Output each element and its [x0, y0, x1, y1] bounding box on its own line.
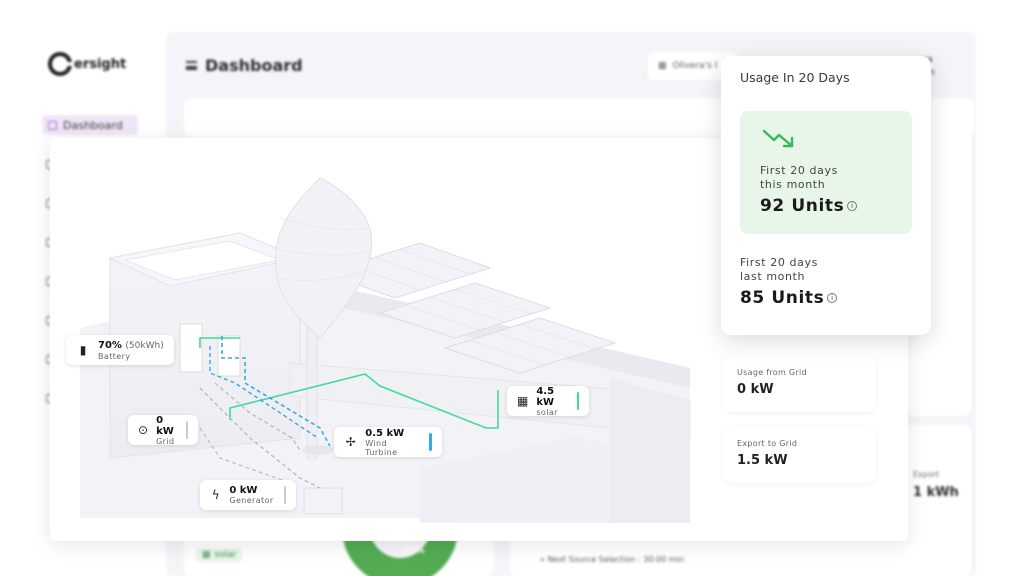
current-label: this month	[760, 178, 826, 191]
grid-value: 0 kW	[156, 414, 174, 437]
trend-down-icon	[762, 129, 794, 148]
solar-indicator	[576, 392, 579, 410]
battery-capacity: (50kWh)	[125, 340, 164, 351]
previous-label: First 20 days	[740, 256, 818, 269]
solar-panel-icon: ▦	[517, 394, 529, 408]
page-header: Dashboard	[186, 56, 303, 75]
donut-label: 10%	[403, 546, 425, 556]
menu-icon[interactable]	[186, 61, 197, 70]
sidebar-item-label: Dashboard	[63, 118, 123, 132]
usage-popup-title: Usage In 20 Days	[740, 70, 850, 85]
grid-indicator	[185, 421, 188, 439]
wind-value: 0.5 kW	[365, 427, 405, 439]
site-name: Olivera's I	[672, 61, 718, 71]
legend-label: solar	[214, 550, 237, 560]
tag-wind-turbine[interactable]: ✢ 0.5 kW Wind Turbine	[334, 427, 442, 457]
current-usage-card: First 20 days this month 92 Units i	[740, 111, 912, 234]
home-icon	[48, 120, 57, 130]
battery-label: Battery	[98, 351, 131, 361]
stat-label: Export to Grid	[737, 439, 798, 448]
generator-indicator	[283, 486, 286, 504]
info-icon[interactable]: i	[827, 293, 838, 303]
stat-label: Usage from Grid	[737, 368, 807, 377]
house-scene	[80, 177, 691, 523]
wind-indicator	[429, 433, 432, 451]
grid-label: Grid	[156, 436, 175, 446]
card-export-to-grid: Export to Grid 1.5 kW	[723, 427, 876, 483]
tag-battery[interactable]: ▮ 70% (50kWh) Battery	[66, 335, 174, 365]
legend-solar: ▦ solar	[196, 548, 243, 562]
app-logo: ersight	[48, 52, 126, 76]
building-icon: ▦	[658, 61, 667, 71]
battery-icon: ▮	[79, 343, 87, 357]
info-icon[interactable]: i	[847, 201, 858, 211]
sidebar-item-dashboard[interactable]: Dashboard	[42, 115, 138, 135]
grid-icon: ⊙	[138, 423, 149, 437]
page-title: Dashboard	[205, 56, 303, 75]
stat-value: 0 kW	[737, 382, 774, 397]
usage-popup: Usage In 20 Days First 20 days this mont…	[721, 56, 931, 335]
tag-solar[interactable]: ▦ 4.5 kW solar	[507, 385, 589, 417]
export-label: Export	[913, 470, 940, 479]
generator-label: Generator	[229, 496, 274, 505]
wind-turbine-icon: ✢	[345, 435, 356, 449]
next-source-text: Next Source Selection : 30:00 min	[547, 555, 684, 564]
generator-icon: ϟ	[211, 488, 220, 502]
next-source-selection: » Next Source Selection : 30:00 min	[540, 555, 684, 564]
previous-label: last month	[740, 270, 806, 283]
solar-value: 4.5 kW	[536, 385, 555, 408]
solar-label: solar	[536, 407, 558, 417]
wind-label: Wind Turbine	[365, 438, 398, 457]
previous-usage: First 20 days last month 85 Units i	[740, 256, 838, 308]
card-usage-from-grid: Usage from Grid 0 kW	[723, 356, 876, 412]
solar-panel-icon: ▦	[202, 550, 211, 560]
generator-value: 0 kW	[229, 485, 258, 496]
logo-mark	[48, 52, 74, 76]
battery-value: 70%	[98, 339, 122, 351]
export-value: 1 kWh	[913, 485, 959, 500]
logo-text: ersight	[74, 56, 127, 72]
current-usage-value: 92 Units	[760, 196, 845, 216]
previous-usage-value: 85 Units	[740, 288, 825, 308]
current-label: First 20 days	[760, 164, 838, 177]
tag-grid[interactable]: ⊙ 0 kW Grid	[128, 414, 198, 446]
stat-value: 1.5 kW	[737, 453, 788, 468]
tag-generator[interactable]: ϟ 0 kW Generator	[200, 480, 296, 510]
